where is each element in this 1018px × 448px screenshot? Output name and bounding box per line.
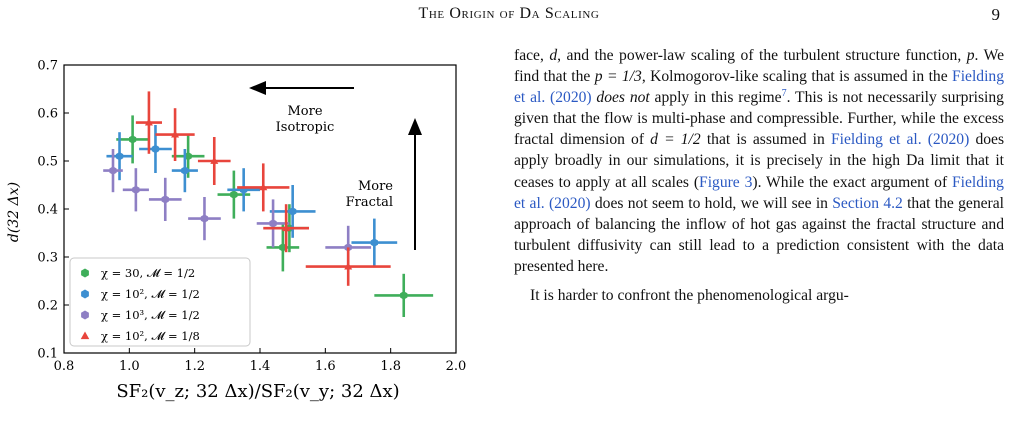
legend-marker bbox=[80, 331, 90, 340]
data-series bbox=[103, 91, 434, 317]
annotation-fractal-line2: Fractal bbox=[346, 195, 393, 210]
emphasis: does not bbox=[596, 89, 650, 107]
data-point bbox=[344, 262, 353, 270]
legend-label: χ = 10², 𝓜 = 1/2 bbox=[101, 287, 200, 301]
legend-label: χ = 10², 𝓜 = 1/8 bbox=[101, 329, 200, 343]
legend-label: χ = 10³, 𝓜 = 1/2 bbox=[101, 308, 200, 322]
math-var-p: p bbox=[966, 47, 975, 64]
math-var-d: d bbox=[549, 47, 558, 64]
data-point bbox=[144, 118, 153, 126]
text-run: . We find that the bbox=[514, 47, 1004, 86]
x-tick-label: 1.0 bbox=[119, 359, 140, 374]
section-link[interactable]: Section 4.2 bbox=[832, 194, 903, 212]
data-point bbox=[132, 185, 140, 194]
x-axis-ticks: 0.8 1.0 1.2 1.4 1.6 1.8 2.0 bbox=[54, 348, 467, 374]
x-tick-label: 1.2 bbox=[184, 359, 205, 374]
data-point bbox=[115, 152, 124, 161]
y-tick-label: 0.5 bbox=[37, 155, 58, 170]
legend-box bbox=[69, 257, 251, 347]
legend-marker bbox=[81, 310, 89, 320]
data-point bbox=[282, 224, 291, 232]
annotation-more-isotropic: More Isotropic bbox=[249, 81, 354, 135]
data-point bbox=[151, 144, 160, 154]
text-run: , Kolmogorov-like scaling that is assume… bbox=[641, 68, 953, 86]
footnote-link[interactable]: 7 bbox=[781, 88, 787, 99]
data-point bbox=[289, 207, 297, 216]
y-axis-ticks: 0.1 0.2 0.3 0.4 0.5 0.6 0.7 bbox=[37, 59, 69, 362]
y-tick-label: 0.1 bbox=[37, 347, 58, 362]
data-point bbox=[109, 166, 117, 175]
data-point bbox=[161, 195, 169, 204]
series-3 bbox=[103, 149, 372, 269]
text-run: ). While the exact argument of bbox=[752, 173, 952, 191]
data-point bbox=[269, 219, 277, 228]
x-tick-label: 1.6 bbox=[315, 359, 336, 374]
annotation-fractal-line1: More bbox=[358, 179, 393, 194]
annotation-isotropic-line2: Isotropic bbox=[276, 120, 335, 135]
data-point bbox=[400, 291, 408, 300]
x-tick-label: 1.4 bbox=[250, 359, 271, 374]
annotation-isotropic-line1: More bbox=[287, 104, 322, 119]
running-header-title: The Origin of Da Scaling bbox=[418, 5, 600, 22]
text-run: . This is not necessarily surprising giv… bbox=[514, 89, 1004, 149]
x-tick-label: 1.8 bbox=[380, 359, 401, 374]
legend-marker bbox=[81, 289, 89, 299]
text-run: face, bbox=[514, 47, 550, 64]
text-run: does apply broadly in our simulations, i… bbox=[514, 131, 1005, 191]
scatter-chart: 0.8 1.0 1.2 1.4 1.6 1.8 2.0 0.1 0.2 0.3 0.4 0.5 0.6… bbox=[6, 59, 467, 403]
y-tick-label: 0.2 bbox=[37, 299, 58, 314]
text-run: does not seem to hold, we will see in bbox=[590, 194, 833, 212]
data-point bbox=[184, 152, 192, 161]
citation-link[interactable]: Fielding et al. (2020) bbox=[514, 173, 1004, 212]
data-point bbox=[181, 166, 189, 175]
y-axis-label: d(32 Δx) bbox=[6, 182, 22, 242]
arrow-up-head bbox=[408, 118, 422, 135]
arrow-left-head bbox=[249, 81, 266, 95]
legend-marker bbox=[81, 268, 89, 278]
page-number: 9 bbox=[991, 5, 1001, 24]
math-p-equals: p = 1/3 bbox=[594, 68, 642, 86]
text-run: that the general approach of balancing t… bbox=[514, 194, 1004, 275]
data-point bbox=[230, 190, 238, 199]
data-point bbox=[279, 243, 287, 252]
x-axis-label: SF₂(v_z; 32 Δx)/SF₂(v_y; 32 Δx) bbox=[116, 381, 399, 402]
data-point bbox=[370, 238, 378, 247]
paragraph-2: It is harder to confront the phenomenolo… bbox=[530, 287, 849, 305]
y-tick-label: 0.3 bbox=[37, 251, 58, 266]
data-point bbox=[259, 183, 268, 191]
data-point bbox=[210, 156, 219, 164]
legend-label: χ = 30, 𝓜 = 1/2 bbox=[101, 266, 195, 280]
x-tick-label: 2.0 bbox=[446, 359, 467, 374]
y-tick-label: 0.6 bbox=[37, 107, 58, 122]
paragraph-1: face, d, and the power-law scaling of th… bbox=[514, 45, 1004, 277]
annotation-more-fractal: More Fractal bbox=[346, 118, 422, 250]
data-point bbox=[171, 130, 180, 138]
data-point bbox=[129, 135, 137, 144]
citation-link[interactable]: Fielding et al. (2020) bbox=[830, 131, 970, 149]
y-tick-label: 0.4 bbox=[37, 203, 58, 218]
body-text: face, d, and the power-law scaling of th… bbox=[514, 45, 1004, 306]
text-run: , and the power-law scaling of the turbu… bbox=[557, 47, 967, 64]
text-run: that is assumed in bbox=[700, 131, 831, 149]
math-d-equals: d = 1/2 bbox=[650, 131, 701, 149]
figure-link[interactable]: Figure 3 bbox=[699, 173, 753, 191]
legend: χ = 30, 𝓜 = 1/2 χ = 10², 𝓜 = 1/2 χ = 10³, … bbox=[69, 257, 251, 347]
y-tick-label: 0.7 bbox=[37, 59, 58, 74]
text-run: apply in this regime bbox=[649, 89, 782, 107]
citation-link[interactable]: Fielding et al. (2020) bbox=[514, 68, 1005, 107]
series-4 bbox=[135, 91, 391, 286]
series-2 bbox=[106, 125, 398, 267]
x-tick-label: 0.8 bbox=[54, 359, 75, 374]
data-point bbox=[200, 214, 209, 223]
